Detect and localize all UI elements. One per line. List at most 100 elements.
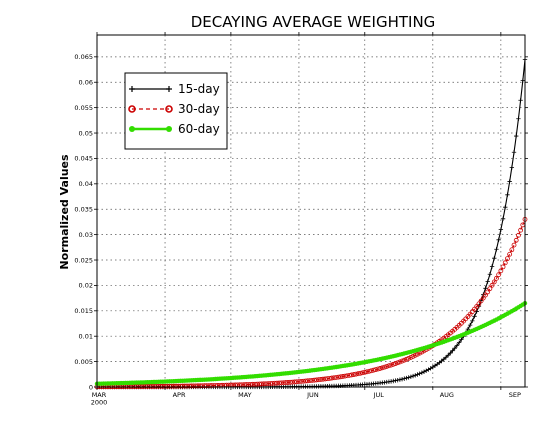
point-marker <box>320 376 326 382</box>
point-marker <box>395 360 401 366</box>
point-marker <box>406 375 411 380</box>
point-marker <box>505 256 510 262</box>
y-tick-label: 0.03 <box>79 231 93 239</box>
y-axis-label: Normalized Values <box>58 154 71 270</box>
legend-entry-60-day: 60-day <box>129 122 220 136</box>
point-marker <box>278 380 284 386</box>
point-marker <box>507 251 513 257</box>
point-marker <box>395 377 400 383</box>
point-marker <box>500 216 506 221</box>
point-marker <box>298 379 304 384</box>
point-marker <box>518 227 524 233</box>
point-marker <box>311 377 317 383</box>
point-marker <box>472 314 477 319</box>
point-marker <box>511 150 517 155</box>
point-marker <box>496 237 501 242</box>
point-marker <box>408 354 414 360</box>
point-marker <box>500 264 506 270</box>
point-marker <box>469 309 475 315</box>
point-marker <box>371 367 376 373</box>
y-tick-label: 0.06 <box>79 79 93 87</box>
point-marker <box>417 371 422 376</box>
point-marker <box>390 361 396 367</box>
point-marker <box>355 371 361 377</box>
point-marker <box>470 318 475 324</box>
point-marker <box>292 379 297 385</box>
point-marker <box>445 353 451 358</box>
point-marker <box>516 232 521 238</box>
point-marker <box>305 378 311 384</box>
point-marker <box>518 98 523 103</box>
point-marker <box>274 380 280 386</box>
x-tick-label: JUN <box>306 391 319 399</box>
point-marker <box>353 371 359 377</box>
y-tick-label: 0.045 <box>74 155 93 163</box>
point-marker <box>331 375 337 381</box>
point-marker <box>443 355 449 360</box>
point-marker <box>502 260 508 266</box>
point-marker <box>336 374 341 380</box>
y-tick-label: 0.01 <box>79 333 93 341</box>
x-tick-label: JUL <box>373 391 385 399</box>
point-marker <box>386 363 392 369</box>
point-marker <box>487 286 493 292</box>
point-marker <box>503 204 508 210</box>
point-marker <box>514 133 519 139</box>
point-marker <box>498 268 504 274</box>
point-marker <box>362 369 368 375</box>
point-marker <box>480 295 486 301</box>
point-marker <box>327 375 333 381</box>
point-marker <box>410 373 416 379</box>
point-marker <box>285 380 291 385</box>
point-marker <box>404 375 409 381</box>
point-marker <box>509 247 515 253</box>
point-marker <box>325 376 330 382</box>
point-marker <box>393 378 398 383</box>
point-marker <box>375 366 381 372</box>
point-marker <box>333 375 339 380</box>
point-marker <box>520 78 526 83</box>
y-tick-label: 0.015 <box>74 307 93 315</box>
point-marker <box>459 337 464 342</box>
legend-entry-30-day: 30-day <box>128 102 220 116</box>
point-marker <box>397 377 403 382</box>
point-marker <box>406 355 412 361</box>
point-marker <box>318 377 324 382</box>
point-marker <box>283 380 289 385</box>
point-marker <box>393 361 398 366</box>
point-marker <box>263 381 269 387</box>
x-tick-label: APR <box>173 391 186 399</box>
x-tick-label: MAR 2000 <box>91 391 108 407</box>
point-marker <box>289 379 295 385</box>
point-marker <box>404 356 409 362</box>
point-marker <box>338 374 344 380</box>
point-marker <box>505 192 510 198</box>
legend: 15-day 30-day 60-day <box>124 72 228 150</box>
point-marker <box>511 242 517 248</box>
point-marker <box>513 237 519 243</box>
point-marker <box>492 255 497 261</box>
point-marker <box>316 377 322 383</box>
point-marker <box>276 380 282 386</box>
point-marker <box>485 289 491 295</box>
point-marker <box>408 374 414 379</box>
legend-marker <box>129 126 135 132</box>
point-marker <box>357 370 363 376</box>
y-tick-label: 0.04 <box>79 180 93 188</box>
point-marker <box>485 279 490 284</box>
legend-entry-15-day: 15-day <box>129 82 220 96</box>
legend-marker <box>166 126 172 132</box>
y-tick-label: 0 <box>89 383 93 391</box>
point-marker <box>483 292 488 298</box>
point-marker <box>456 340 462 345</box>
point-marker <box>272 380 278 386</box>
point-marker <box>450 348 455 353</box>
chart-title: DECAYING AVERAGE WEIGHTING <box>191 13 436 31</box>
point-marker <box>399 358 405 364</box>
series-line-30-day <box>96 219 526 388</box>
point-marker <box>329 375 335 381</box>
point-marker <box>382 364 387 370</box>
series-60-day <box>94 300 528 386</box>
y-tick-label: 0.02 <box>79 282 93 290</box>
legend-marker <box>128 105 136 113</box>
